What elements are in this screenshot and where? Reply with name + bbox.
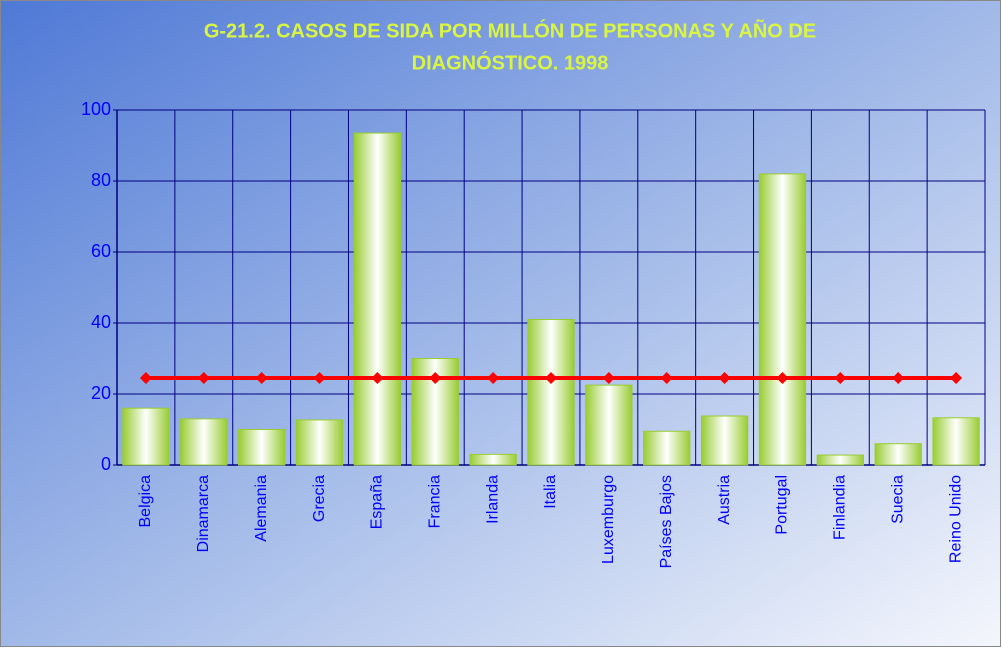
line-marker	[545, 372, 557, 385]
bar	[816, 454, 864, 466]
x-tick-label: Francia	[426, 475, 443, 528]
line-marker	[950, 372, 963, 385]
bar	[122, 407, 170, 466]
bar	[874, 443, 922, 466]
bar	[758, 173, 807, 466]
x-tick-label: Suecia	[889, 475, 906, 524]
line-marker	[313, 372, 326, 385]
chart-title: DIAGNÓSTICO. 1998	[412, 50, 609, 74]
x-tick-label: Alemania	[253, 475, 270, 542]
y-tick-label: 100	[81, 99, 111, 119]
y-tick-label: 40	[91, 312, 111, 332]
x-tick-label: Finlandia	[832, 475, 849, 540]
line-marker	[718, 372, 731, 385]
bar	[643, 430, 691, 466]
line-marker	[892, 372, 905, 385]
y-tick-label: 80	[91, 170, 111, 190]
bar	[932, 417, 980, 466]
bar	[585, 384, 633, 466]
y-tick-label: 0	[101, 454, 111, 474]
x-tick-label: Portugal	[774, 475, 791, 535]
x-tick-label: Italia	[542, 475, 559, 509]
bar	[700, 415, 749, 466]
x-tick-label: Dinamarca	[195, 475, 212, 552]
line-marker	[602, 372, 615, 385]
bar	[180, 418, 228, 466]
x-tick-label: Grecia	[311, 475, 328, 522]
chart-title: G-21.2. CASOS DE SIDA POR MILLÓN DE PERS…	[204, 18, 816, 42]
bar	[295, 419, 344, 466]
line-marker	[487, 372, 500, 385]
bar	[238, 429, 286, 466]
line-marker	[139, 372, 152, 385]
bar	[353, 132, 402, 466]
x-tick-label: España	[369, 475, 386, 529]
x-tick-label: Belgica	[137, 475, 154, 528]
y-tick-label: 60	[91, 241, 111, 261]
line-marker	[429, 372, 442, 385]
line-marker	[197, 372, 210, 385]
line-marker	[834, 372, 847, 385]
x-tick-label: Países Bajos	[658, 475, 675, 568]
x-tick-label: Reino Unido	[947, 475, 964, 563]
line-marker	[776, 372, 789, 385]
line-marker	[660, 372, 673, 385]
line-marker	[371, 372, 384, 385]
x-tick-label: Irlanda	[484, 475, 501, 524]
bar	[527, 318, 575, 466]
x-tick-label: Austria	[716, 475, 733, 525]
bar	[469, 453, 517, 466]
x-tick-label: Luxemburgo	[600, 475, 617, 564]
y-tick-label: 20	[91, 383, 111, 403]
line-marker	[255, 372, 268, 385]
